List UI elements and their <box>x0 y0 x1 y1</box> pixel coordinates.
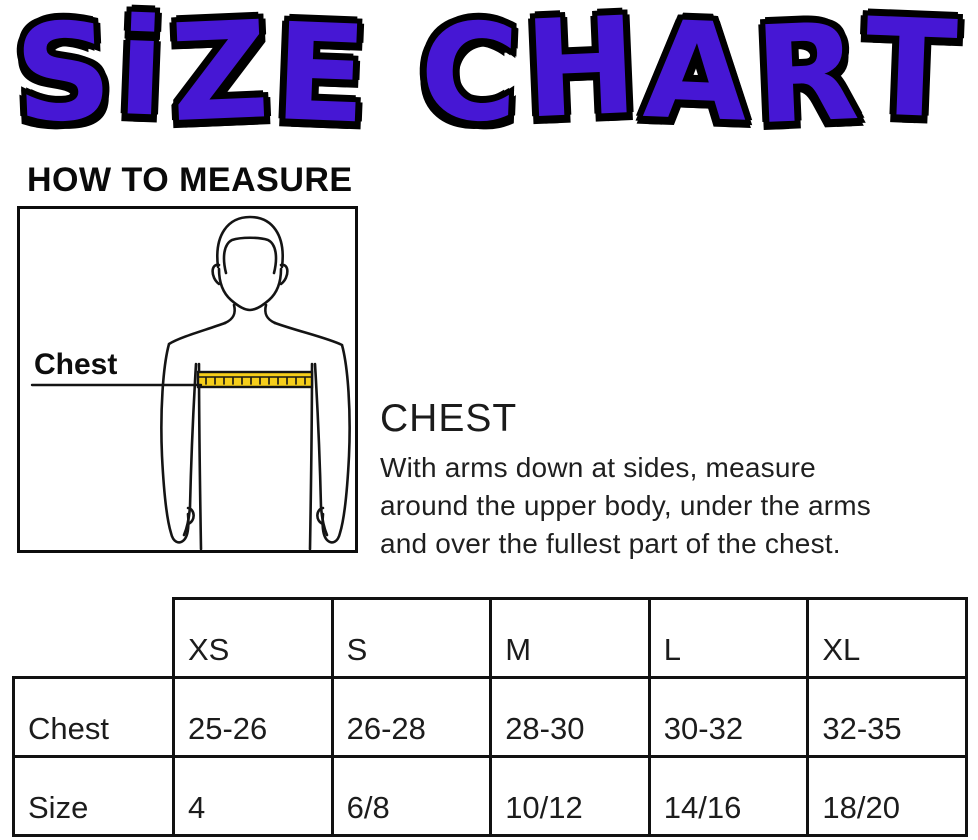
left-shoulder-arm <box>160 321 227 544</box>
chest-section-heading: CHEST <box>380 397 518 440</box>
right-shoulder-arm <box>273 321 351 544</box>
measuring-tape-graphic <box>196 370 314 389</box>
size-value-l: 14/16 <box>647 755 810 837</box>
left-inner-arm <box>182 362 198 537</box>
face-outline <box>217 267 283 312</box>
chest-diagram-label: Chest <box>34 348 118 381</box>
chest-value-s: 26-28 <box>330 676 493 758</box>
size-value-xl: 18/20 <box>806 755 968 837</box>
column-header-xs: XS <box>172 597 334 679</box>
neck-left-line <box>223 303 237 325</box>
description-line: around the upper body, under the arms <box>380 490 871 521</box>
right-inner-arm <box>313 362 329 537</box>
hair-fringe-line <box>222 236 278 275</box>
column-header-xl: XL <box>806 597 968 679</box>
torso-right-edge <box>308 362 314 550</box>
corner-cell <box>14 599 174 678</box>
description-line: With arms down at sides, measure <box>380 452 816 483</box>
size-value-xs: 4 <box>172 755 334 837</box>
column-header-s: S <box>330 597 493 679</box>
size-table: XS S M L XL Chest 25-26 26-28 28-30 30-3… <box>12 597 968 837</box>
person-outline-illustration <box>30 215 351 550</box>
how-to-measure-heading: HOW TO MEASURE <box>27 161 353 199</box>
right-hand-thumb <box>316 506 325 526</box>
chest-value-m: 28-30 <box>489 676 651 758</box>
row-label-chest: Chest <box>12 676 175 758</box>
measurement-diagram-box: Chest <box>17 206 358 553</box>
right-ear <box>279 263 289 286</box>
chest-value-l: 30-32 <box>647 676 810 758</box>
size-value-m: 10/12 <box>489 755 651 837</box>
chest-section-description: With arms down at sides, measure around … <box>380 449 978 563</box>
chest-value-xl: 32-35 <box>806 676 968 758</box>
chest-row: Chest 25-26 26-28 28-30 30-32 32-35 <box>12 676 968 758</box>
description-line: and over the fullest part of the chest. <box>380 528 841 559</box>
chest-value-xs: 25-26 <box>172 676 334 758</box>
size-value-s: 6/8 <box>330 755 493 837</box>
neck-right-line <box>263 303 277 325</box>
row-label-size: Size <box>12 755 175 837</box>
left-ear <box>211 263 221 286</box>
head-hair-outline <box>216 215 284 269</box>
size-table-header-row: XS S M L XL <box>14 597 968 679</box>
tape-tick-marks <box>205 377 306 385</box>
column-header-l: L <box>647 597 810 679</box>
page-title: SiZE CHART <box>6 0 971 159</box>
size-row: Size 4 6/8 10/12 14/16 18/20 <box>12 755 968 837</box>
column-header-m: M <box>489 597 651 679</box>
torso-left-edge <box>197 362 203 550</box>
